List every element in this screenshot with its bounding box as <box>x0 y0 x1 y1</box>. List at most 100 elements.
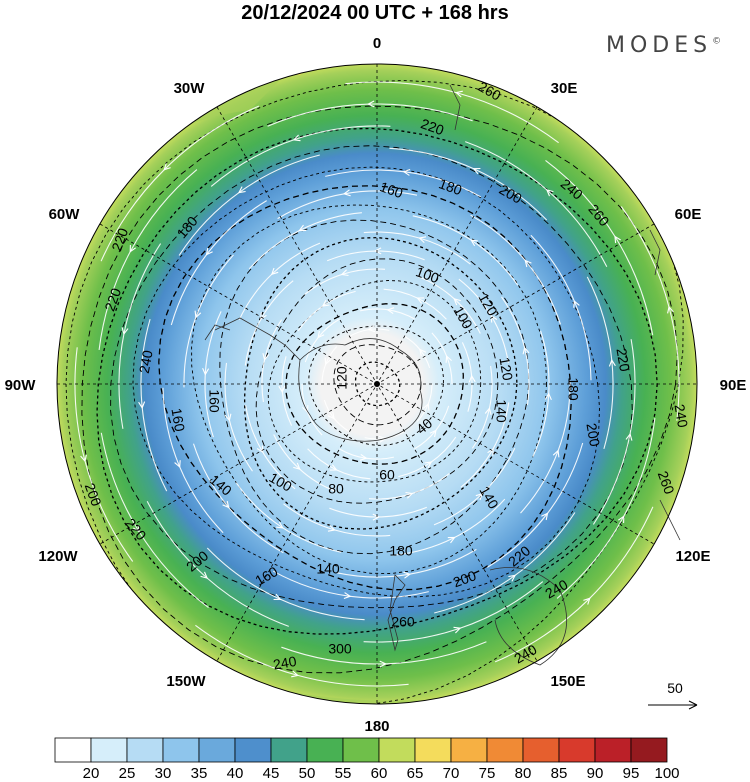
streamline <box>345 81 559 144</box>
map-title: 20/12/2024 00 UTC + 168 hrs <box>241 2 509 24</box>
streamline-arrow-icon <box>342 189 351 197</box>
streamline-arrow-icon <box>343 592 352 600</box>
lon-label-0: 0 <box>373 35 381 52</box>
streamline-arrow-icon <box>429 429 437 438</box>
colorbar-tick-label: 20 <box>83 765 100 782</box>
colorbar-tick-label: 55 <box>335 765 352 782</box>
lon-label-120w: 120W <box>38 548 78 565</box>
streamline <box>494 506 654 663</box>
streamline-arrow-icon <box>373 247 382 255</box>
streamline-arrow-icon <box>484 407 492 415</box>
streamline-arrow-icon <box>418 236 427 244</box>
contour-line <box>96 127 658 635</box>
longitude-labels: 0 30E 60E 90E 120E 150E 180 150W 120W 90… <box>5 35 747 735</box>
streamline-arrow-icon <box>129 244 137 253</box>
colorbar-tick-label: 85 <box>551 765 568 782</box>
colorbar-tick-label: 45 <box>263 765 280 782</box>
streamline-arrow-icon <box>262 353 270 361</box>
contour-label: 120 <box>334 366 350 390</box>
lon-label-150w: 150W <box>166 673 206 690</box>
lon-label-30e: 30E <box>551 80 578 97</box>
streamline-arrow-icon <box>372 513 381 521</box>
colorbar-swatch <box>522 737 560 763</box>
contour-label: 180 <box>389 543 413 559</box>
colorbar-swatch <box>54 737 92 763</box>
streamline-arrow-icon <box>453 297 461 306</box>
colorbar-swatch <box>342 737 380 763</box>
contour-label: 180 <box>437 175 465 198</box>
streamline-arrow-icon <box>447 536 456 544</box>
colorbar-swatch <box>378 737 416 763</box>
contour-label: 300 <box>328 641 352 657</box>
colorbar-tick-label: 50 <box>299 765 316 782</box>
colorbar-tick-label: 30 <box>155 765 172 782</box>
colorbar: 20 25 30 35 40 45 50 55 60 65 70 75 80 85 90 95 100 <box>54 737 680 782</box>
streamline-arrow-icon <box>200 571 209 579</box>
streamline <box>389 147 548 221</box>
streamline-arrow-icon <box>573 299 580 308</box>
colorbar-swatch <box>198 737 236 763</box>
streamline-arrow-icon <box>270 267 279 276</box>
streamline-arrow-icon <box>327 411 335 420</box>
copyright-mark: © <box>712 36 722 47</box>
streamline-arrow-icon <box>324 357 332 366</box>
lon-label-30w: 30W <box>174 80 206 97</box>
streamline-arrow-icon <box>403 571 412 579</box>
colorbar-tick-label: 60 <box>371 765 388 782</box>
streamline <box>281 641 487 665</box>
colorbar-swatch <box>270 737 308 763</box>
colorbar-swatch <box>630 737 668 763</box>
streamline <box>206 547 365 621</box>
streamline-arrow-icon <box>298 224 307 232</box>
contour-line <box>191 204 547 574</box>
lon-label-150e: 150E <box>550 673 585 690</box>
colorbar-tick-label: 75 <box>479 765 496 782</box>
contour-line <box>354 361 401 407</box>
colorbar-tick-label: 95 <box>623 765 640 782</box>
streamline-arrow-icon <box>470 239 478 247</box>
streamline-arrow-icon <box>422 402 430 411</box>
reference-vector-label: 50 <box>667 680 683 696</box>
streamline-arrow-icon <box>205 247 213 256</box>
contour-line <box>110 145 633 609</box>
map-border <box>56 63 698 705</box>
contour-label: 240 <box>272 653 298 673</box>
streamline <box>100 432 209 609</box>
streamline-arrow-icon <box>552 449 560 458</box>
coastlines <box>204 84 681 666</box>
streamline-arrow-icon <box>386 307 395 315</box>
contour-label: 160 <box>378 178 406 201</box>
streamline-arrow-icon <box>321 299 330 307</box>
streamline-arrow-icon <box>260 312 267 321</box>
streamline-arrow-icon <box>163 163 171 171</box>
streamline-arrow-icon <box>614 235 621 244</box>
contour-label: 220 <box>419 115 447 138</box>
contour-label: 220 <box>101 286 124 314</box>
streamline-arrow-icon <box>405 491 414 499</box>
colorbar-tick-label: 90 <box>587 765 604 782</box>
streamline-arrow-icon <box>80 454 87 463</box>
colorbar-tick-label: 40 <box>227 765 244 782</box>
colorbar-swatch <box>234 737 272 763</box>
streamline-arrow-icon <box>340 269 349 277</box>
arrow-head-icon <box>688 700 698 710</box>
streamline <box>267 103 473 127</box>
streamline-arrow-icon <box>487 447 494 456</box>
colorbar-swatch <box>90 737 128 763</box>
streamline-arrow-icon <box>202 367 210 376</box>
lon-label-120e: 120E <box>675 548 710 565</box>
wind-streamlines <box>74 81 680 687</box>
streamline-arrow-icon <box>416 297 425 304</box>
streamline-arrow-icon <box>541 512 549 521</box>
streamline <box>100 105 260 262</box>
streamline-arrow-icon <box>522 346 530 355</box>
streamline-arrow-icon <box>291 670 299 678</box>
contour-label: 200 <box>451 567 479 590</box>
streamline-arrow-icon <box>583 597 591 605</box>
streamline-arrow-icon <box>138 401 146 410</box>
streamline-arrow-icon <box>468 374 476 383</box>
contour-label: 160 <box>206 389 222 413</box>
contour-label: 160 <box>168 407 188 433</box>
modes-logo: MODES© <box>606 33 721 58</box>
